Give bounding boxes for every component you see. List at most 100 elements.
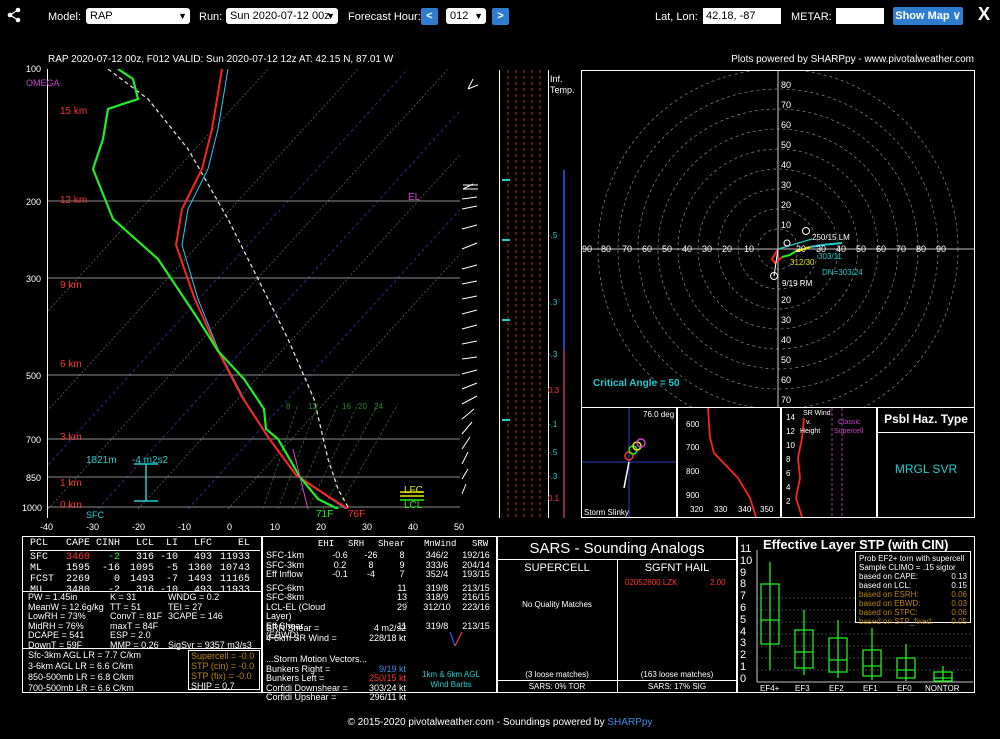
index-cell: MidRH = 76% (28, 620, 84, 631)
run-select[interactable]: Sun 2020-07-12 00z ▼ (226, 8, 338, 24)
stp-ytick: 9 (740, 566, 747, 579)
sars-supercell: SUPERCELL (524, 562, 590, 574)
vector-cell: 9/19 kt (378, 663, 406, 674)
col-header: EL (237, 538, 250, 549)
footer-text: © 2015-2020 pivotalweather.com - Soundin… (347, 717, 608, 728)
col-header: PCL (30, 538, 49, 549)
index-row: PW = 1.45in K = 31 WNDG = 0.2 (28, 592, 260, 603)
skewt-panel (47, 69, 499, 518)
index-cell: SigSvr = 9357 m3/s3 (168, 639, 252, 650)
theta-e-plot (707, 407, 757, 518)
km-label-1: 1 km (60, 478, 82, 489)
slinky-label: Storm Slinky (584, 508, 629, 517)
inf-red-tick: 0.3 (548, 386, 560, 395)
stp-panel (737, 536, 975, 693)
sharppy-link[interactable]: SHARPpy (607, 717, 653, 728)
t-label: 20 (316, 522, 327, 532)
kin-cell: 192/16 (462, 550, 490, 560)
hodo-ring: 20 (781, 200, 792, 210)
hodo-ring: 10 (781, 220, 792, 230)
stp-prob-row: based on STPC: 0.06 (859, 608, 967, 617)
srw-tick: 6 (786, 469, 791, 478)
prev-hour-button[interactable]: < (421, 8, 438, 25)
metar-input[interactable] (836, 8, 884, 24)
powered-by: Plots powered by SHARPpy - www.pivotalwe… (731, 54, 974, 65)
parcel-rows: SFC 3460 -2 316 -10 493 11933 ML 1595 -16 1095 -5 13… (30, 552, 260, 596)
col-header: LI (165, 538, 178, 549)
psbl-divider (878, 432, 974, 433)
parcel-cell: 1595 (65, 563, 90, 574)
storm-slinky-plot (582, 408, 676, 517)
indices-grid: PW = 1.45in K = 31 WNDG = 0.2 MeanW = 12.6g… (28, 592, 260, 651)
kinematics-panel (262, 536, 497, 693)
srw-tick: 8 (786, 455, 791, 464)
t-sfc-label: 76F (348, 509, 366, 520)
theta-x: 320 (690, 505, 704, 514)
kin-col: MnWind (424, 539, 457, 549)
lapse-rate: 850-500mb LR = 6.8 C/km (28, 672, 134, 682)
mix-label-24: 24 (374, 402, 383, 411)
latlon-label: Lat, Lon: (655, 11, 698, 23)
vector-cell: Bunkers Right = (266, 663, 331, 674)
km-label-9: 9 km (60, 280, 82, 291)
vector-row: Bunkers Right = 9/19 kt (266, 663, 406, 675)
sars-hail-match-value: 2.00 (710, 578, 726, 587)
divider (497, 680, 737, 681)
kin-cell: 319/8 (425, 620, 449, 631)
vector-row: Bunkers Left = 250/15 kt (266, 673, 406, 684)
stp-prob-cell: based on STPC: (859, 608, 918, 617)
p-label-700: 700 (26, 435, 42, 445)
inf-tick: -.3 (548, 472, 558, 481)
close-button[interactable]: X (978, 4, 991, 24)
sfc-label: SFC (86, 510, 104, 520)
kin-cell: 204/14 (462, 559, 490, 570)
barbs-label2: Wind Barbs (430, 680, 472, 689)
parcel-cell: 1095 (129, 563, 154, 574)
srw-title-v: v. (806, 419, 811, 426)
inf-tick: -.1 (548, 420, 558, 429)
thermo-panel (22, 536, 262, 693)
hodo-x-tick: 40 (836, 244, 847, 254)
stp-category: EF4+ (760, 684, 780, 693)
wind-barbs-inset (449, 631, 463, 647)
kin-cell: 11 (397, 582, 407, 593)
index-row: DownT = 59F MMP = 0.26 SigSvr = 9357 m3/s3 (28, 639, 260, 651)
chevron-down-icon: ▼ (474, 11, 483, 21)
model-value: RAP (90, 10, 113, 22)
forecast-hour-select[interactable]: 012 ▼ (446, 8, 486, 24)
kin-row: SFC-1km -0.6 -26 8 346/2 192/16 (266, 550, 494, 561)
divider (22, 591, 262, 592)
stp-prob-cell: 0.05 (951, 617, 967, 626)
km-label-0: 0 km (60, 500, 82, 511)
vectors-list: Bunkers Right = 9/19 kt Bunkers Left = 250/… (266, 663, 406, 703)
t-label: -20 (132, 522, 146, 532)
kin-cell: 319/8 (425, 582, 449, 593)
hodograph-panel (581, 68, 975, 430)
latlon-input[interactable]: 42.18, -87 (703, 8, 781, 24)
t-label: 40 (408, 522, 419, 532)
kin-cell: -4 (366, 569, 375, 579)
composite-stp-cin: STP (cin) = -0.0 (191, 661, 255, 671)
srw46-label: 4-6km SR Wind = (266, 632, 337, 643)
kin-cell: 193/15 (462, 569, 490, 579)
stp-ytick: 8 (740, 578, 747, 591)
share-icon[interactable] (6, 7, 22, 23)
mix-label-16: 16 (342, 402, 351, 411)
parcel-cell: 2269 (65, 574, 90, 585)
model-select[interactable]: RAP ▼ (86, 8, 190, 24)
stp-prob-row: based on CAPE: 0.13 (859, 572, 967, 581)
kin-cell: 213/15 (462, 620, 490, 631)
parcel-cell: -10 (159, 552, 178, 563)
mix-label-12: 12 (308, 402, 317, 411)
kin-cell: SFC-8km (266, 592, 304, 602)
show-map-button[interactable]: Show Map ∨ (893, 7, 963, 25)
theta-x: 350 (760, 505, 774, 514)
stp-ytick: 6 (740, 602, 747, 614)
stp-ytick: 2 (740, 649, 747, 662)
hodo-x-tick: 20 (722, 244, 733, 254)
divider (617, 559, 618, 693)
temp-title: Temp. (550, 85, 575, 95)
mix-label-8: 8 (286, 402, 291, 411)
index-cell: MeanW = 12.6g/kg (28, 601, 104, 612)
next-hour-button[interactable]: > (492, 8, 509, 25)
